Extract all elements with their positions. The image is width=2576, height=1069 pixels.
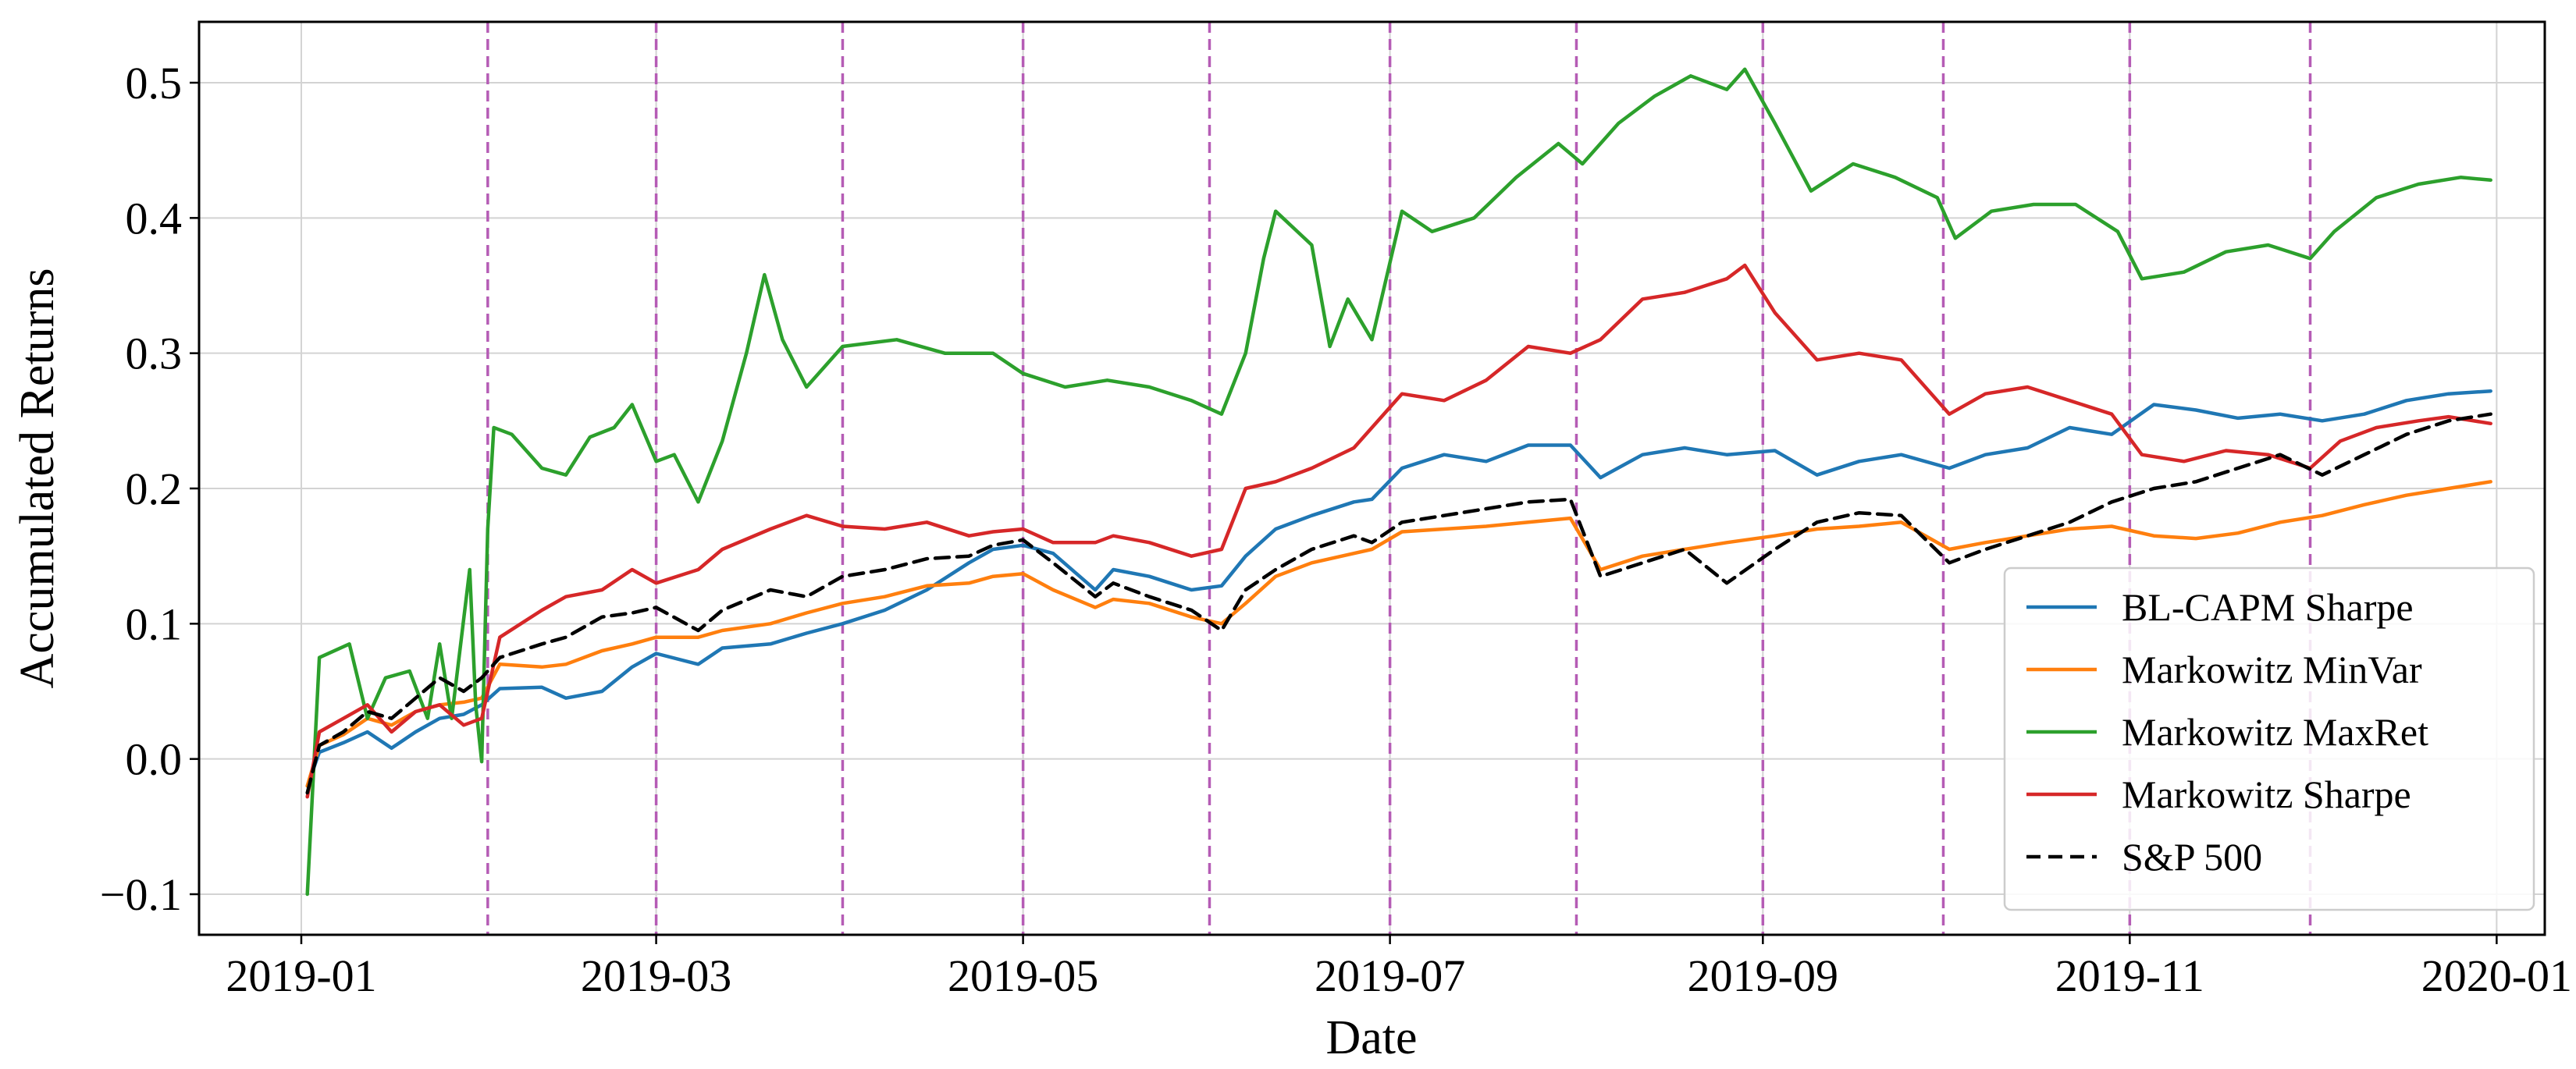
x-tick-label: 2020-01 [2421,950,2572,1001]
series-line-0 [305,389,2492,788]
legend-box [2003,566,2535,911]
series-line-1 [305,480,2492,788]
series-line-3 [305,263,2492,799]
y-tick-label: 0.1 [126,598,183,649]
x-tick-label: 2019-09 [1688,950,1838,1001]
legend-label: Markowitz Sharpe [2122,772,2411,816]
y-tick-label: 0.5 [126,58,183,108]
y-tick-label: 0.0 [126,734,183,785]
legend-label: Markowitz MaxRet [2122,710,2428,754]
plot-frame [197,20,2546,936]
y-tick-label: 0.2 [126,463,183,514]
series-group [305,67,2492,897]
ticks: 2019-01 2019-03 2019-05 2019-07 2019-09 2019-… [100,58,2572,1001]
y-axis-label: Accumulated Returns [11,268,64,689]
x-axis-label: Date [1325,1011,1417,1064]
x-tick-label: 2019-07 [1315,950,1465,1001]
legend-label: Markowitz MinVar [2122,648,2422,691]
x-tick-label: 2019-03 [581,950,731,1001]
x-tick-label: 2019-11 [2055,950,2204,1001]
x-tick-label: 2019-05 [948,950,1098,1001]
series-line-2 [305,67,2492,897]
y-tick-label: −0.1 [100,869,182,920]
series-line-4 [305,412,2492,795]
x-tick-label: 2019-01 [226,950,376,1001]
legend-label: BL-CAPM Sharpe [2122,585,2414,629]
y-tick-label: 0.3 [126,329,183,379]
y-tick-label: 0.4 [126,193,183,243]
legend-label: S&P 500 [2122,835,2262,879]
legend: BL-CAPM Sharpe Markowitz MinVar Markowitz … [2003,566,2535,911]
